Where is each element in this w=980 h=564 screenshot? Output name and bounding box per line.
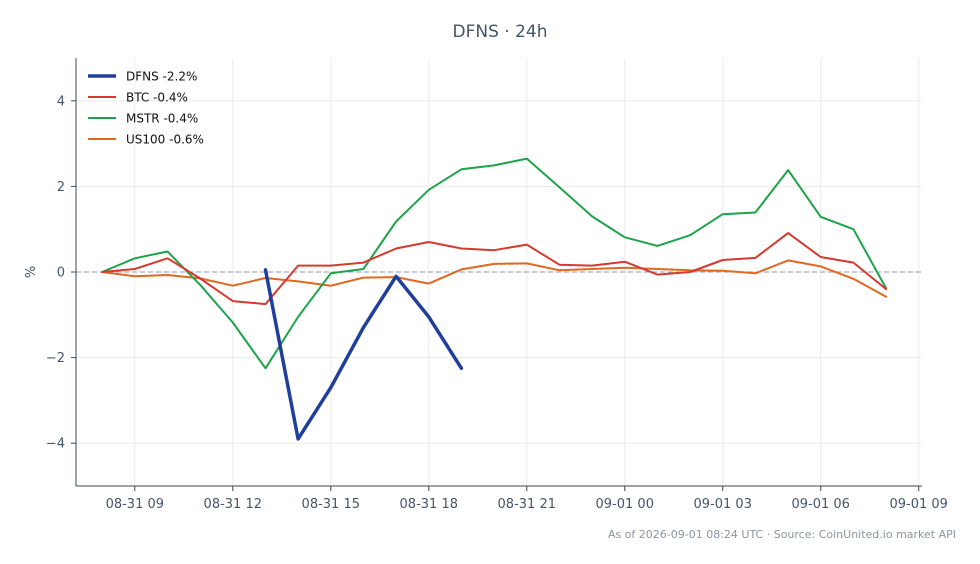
y-tick-label: 4 xyxy=(57,94,65,109)
legend-label: BTC -0.4% xyxy=(126,91,188,105)
grid-lines xyxy=(76,58,922,486)
chart-title: DFNS · 24h xyxy=(453,22,548,42)
x-tick-label: 08-31 21 xyxy=(498,497,556,512)
x-tick-label: 08-31 09 xyxy=(106,497,164,512)
x-tick-label: 09-01 00 xyxy=(596,497,654,512)
y-tick-label: 0 xyxy=(57,266,65,281)
x-tick-label: 08-31 12 xyxy=(204,497,262,512)
x-tick-label: 09-01 03 xyxy=(694,497,752,512)
x-tick-label: 09-01 06 xyxy=(792,497,850,512)
series-line-mstr xyxy=(101,157,888,370)
x-tick-label: 08-31 15 xyxy=(302,497,360,512)
x-tick-label: 09-01 09 xyxy=(890,497,948,512)
series-line-dfns xyxy=(263,268,464,441)
y-tick-label: −2 xyxy=(46,351,65,366)
source-footer: As of 2026-09-01 08:24 UTC · Source: Coi… xyxy=(608,528,956,541)
series-line-btc xyxy=(101,232,888,306)
legend: DFNS -2.2% BTC -0.4% MSTR -0.4% US100 -0.6% xyxy=(88,70,204,147)
legend-label: US100 -0.6% xyxy=(126,133,204,147)
x-tick-label: 08-31 18 xyxy=(400,497,458,512)
series-lines xyxy=(101,157,888,441)
y-tick-label: 2 xyxy=(57,180,65,195)
legend-label: MSTR -0.4% xyxy=(126,112,198,126)
y-axis-ticks: −4 −2 0 2 4 xyxy=(46,94,76,452)
series-line-us100 xyxy=(101,259,888,298)
x-axis-ticks: 08-31 09 08-31 12 08-31 15 08-31 18 08-31 21… xyxy=(106,486,948,512)
y-tick-label: −4 xyxy=(46,437,65,452)
legend-label: DFNS -2.2% xyxy=(126,70,197,84)
y-axis-label: % xyxy=(24,266,39,278)
